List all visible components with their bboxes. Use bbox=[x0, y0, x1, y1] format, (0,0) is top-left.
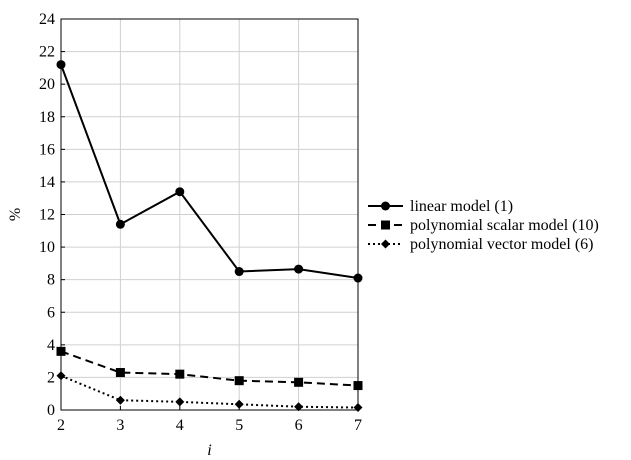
y-tick-label: 10 bbox=[39, 239, 55, 256]
x-tick-label: 6 bbox=[295, 417, 303, 434]
data-point-square bbox=[115, 368, 125, 378]
legend-item: polynomial scalar model (10) bbox=[368, 217, 599, 234]
series-line bbox=[60, 374, 359, 409]
legend-label: polynomial vector model (6) bbox=[410, 236, 594, 253]
data-point-diamond bbox=[353, 403, 363, 413]
x-tick-label: 4 bbox=[176, 417, 184, 434]
data-point-diamond bbox=[294, 402, 304, 412]
legend-label: polynomial scalar model (10) bbox=[410, 217, 599, 234]
y-tick-label: 0 bbox=[47, 402, 55, 419]
y-axis-label: % bbox=[7, 208, 24, 221]
data-point-circle bbox=[175, 187, 185, 197]
data-point-circle bbox=[56, 60, 66, 70]
y-tick-label: 20 bbox=[39, 76, 55, 93]
data-point-square bbox=[56, 346, 66, 356]
legend: linear model (1) polynomial scalar model … bbox=[368, 198, 599, 253]
legend-item: linear model (1) bbox=[368, 198, 513, 215]
y-tick-label: 22 bbox=[39, 44, 55, 61]
series-line bbox=[60, 350, 359, 387]
y-tick-label: 8 bbox=[47, 272, 55, 289]
legend-label: linear model (1) bbox=[410, 198, 513, 215]
data-point-circle bbox=[381, 201, 390, 211]
data-point-circle bbox=[234, 267, 244, 277]
series-1 bbox=[56, 60, 363, 283]
x-tick-label: 2 bbox=[57, 417, 65, 434]
data-point-diamond bbox=[175, 397, 185, 407]
data-point-square bbox=[294, 377, 304, 387]
series-2 bbox=[56, 346, 363, 391]
y-tick-label: 14 bbox=[39, 174, 55, 191]
data-point-circle bbox=[353, 273, 363, 283]
x-tick-label: 7 bbox=[354, 417, 362, 434]
data-point-circle bbox=[115, 219, 125, 229]
data-point-square bbox=[234, 376, 244, 386]
data-point-circle bbox=[294, 264, 304, 274]
y-tick-label: 4 bbox=[47, 337, 55, 354]
grid bbox=[60, 18, 359, 411]
series-3 bbox=[56, 371, 363, 413]
y-tick-label: 24 bbox=[39, 11, 55, 28]
data-point-diamond bbox=[115, 395, 125, 405]
y-tick-label: 16 bbox=[39, 141, 55, 158]
data-point-diamond bbox=[56, 371, 66, 381]
x-tick-label: 5 bbox=[235, 417, 243, 434]
series-line bbox=[60, 64, 359, 280]
data-point-diamond bbox=[234, 399, 244, 409]
y-tick-label: 2 bbox=[47, 369, 55, 386]
x-axis-label: i bbox=[207, 442, 211, 459]
legend-item: polynomial vector model (6) bbox=[368, 236, 594, 253]
x-tick-label: 3 bbox=[116, 417, 124, 434]
y-tick-label: 6 bbox=[47, 304, 55, 321]
y-tick-label: 12 bbox=[39, 207, 55, 224]
y-tick-label: 18 bbox=[39, 109, 55, 126]
data-point-diamond bbox=[381, 239, 390, 249]
series-group bbox=[56, 60, 363, 413]
data-point-square bbox=[353, 381, 363, 391]
data-point-square bbox=[381, 220, 390, 230]
data-point-square bbox=[175, 369, 185, 379]
